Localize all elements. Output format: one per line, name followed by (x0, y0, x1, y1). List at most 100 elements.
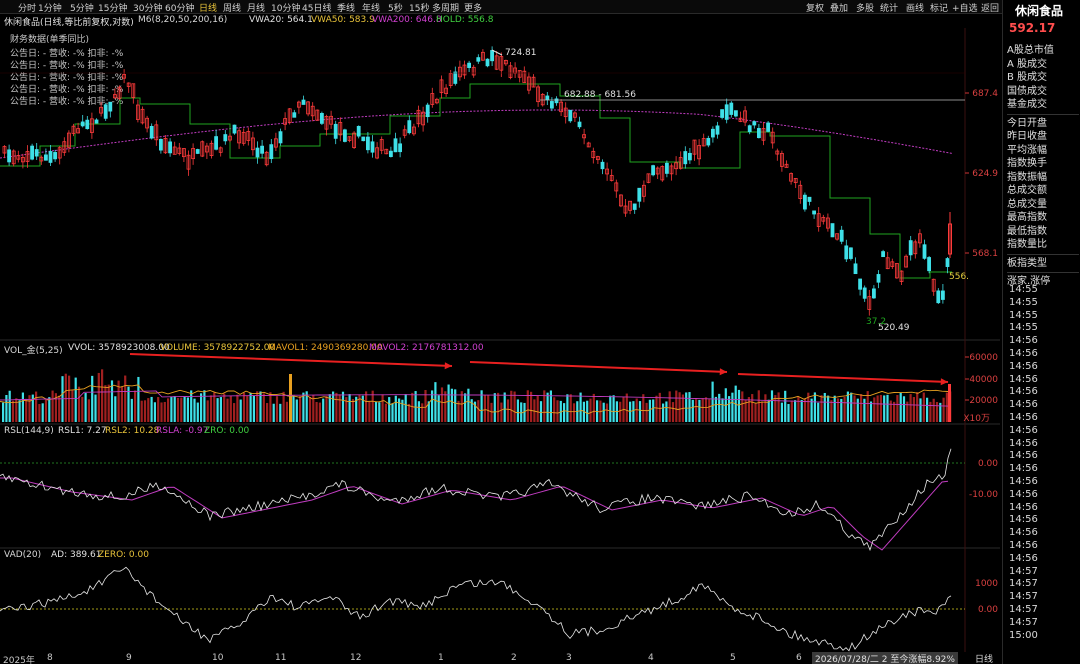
period-tab[interactable]: 45日线 (302, 4, 332, 14)
candle-body (724, 104, 729, 120)
stat-label[interactable]: 昨日收盘 (1007, 131, 1047, 142)
stat-label[interactable]: 总成交额 (1007, 185, 1047, 196)
rsl1-line (0, 448, 952, 552)
period-tab[interactable]: 月线 (247, 4, 266, 14)
rsl-name[interactable]: RSL(144,9) (4, 426, 54, 436)
candle-body (241, 131, 246, 144)
volume-bar (503, 392, 506, 422)
volume-bar (71, 389, 74, 422)
tick-time: 14:55 (1009, 309, 1038, 321)
candle-body (752, 121, 757, 126)
volume-bar (665, 401, 668, 422)
candle-body (480, 51, 485, 61)
period-tab[interactable]: 15分钟 (98, 4, 128, 14)
tick-time: 14:57 (1009, 565, 1038, 577)
candle-body (186, 154, 191, 170)
tick-time: 14:56 (1009, 450, 1038, 462)
tool-button[interactable]: 统计 (880, 4, 899, 14)
tool-button[interactable]: 标记 (930, 4, 949, 14)
candle-body (780, 153, 784, 167)
period-tab[interactable]: 30分钟 (133, 4, 163, 14)
volume-bar (648, 399, 651, 422)
candle-body (632, 203, 637, 210)
candle-body (775, 150, 780, 155)
vol-name[interactable]: VOL_金(5,25) (4, 346, 63, 356)
period-tab[interactable]: 分时 (18, 4, 37, 14)
stat-label[interactable]: A 股成交 (1007, 58, 1048, 70)
candle-body (347, 136, 352, 141)
stat-label[interactable]: 板指类型 (1007, 257, 1047, 269)
candle-body (908, 240, 913, 256)
stat-label[interactable]: 涨家.涨停 (1007, 276, 1051, 287)
volume-bar (48, 397, 51, 422)
axis-month: 1 (438, 653, 444, 663)
stat-label[interactable]: 平均涨幅 (1007, 144, 1047, 156)
stat-label[interactable]: 指数换手 (1007, 158, 1047, 169)
volume-bar (823, 392, 826, 422)
volume-bar (275, 396, 279, 422)
volume-bar (114, 396, 117, 422)
period-tab[interactable]: 更多 (464, 4, 483, 14)
candle-body (296, 101, 301, 108)
candle-body (623, 205, 628, 214)
period-tab[interactable]: 5分钟 (70, 4, 94, 14)
divider (1007, 272, 1079, 273)
tool-button[interactable]: 叠加 (830, 4, 849, 14)
period-tab[interactable]: 周线 (223, 4, 242, 14)
period-tab[interactable]: 60分钟 (165, 4, 195, 14)
volume-bar (774, 395, 777, 422)
tool-button[interactable]: +自选 (952, 4, 978, 14)
volume-bar (358, 394, 361, 422)
period-tab[interactable]: 1分钟 (38, 4, 62, 14)
trend-arrow (129, 353, 453, 367)
period-tab[interactable]: 5秒 (388, 4, 403, 14)
candle-body (609, 175, 614, 181)
info-indicator[interactable]: M6(8,20,50,200,16) (138, 15, 228, 25)
candle-body (669, 165, 674, 175)
period-tab[interactable]: 季线 (337, 4, 356, 14)
period-tab[interactable]: 日线 (199, 4, 218, 14)
volume-bar (404, 394, 407, 422)
vad-name[interactable]: VAD(20) (4, 550, 42, 560)
stat-label[interactable]: 指数量比 (1007, 239, 1047, 250)
period-tab[interactable]: 10分钟 (271, 4, 301, 14)
stat-label[interactable]: 今日开盘 (1007, 117, 1047, 129)
volume-bar (586, 400, 589, 422)
volume-bar (308, 397, 312, 422)
volume-bar (134, 390, 137, 422)
stat-label[interactable]: 国债成交 (1007, 85, 1047, 97)
tool-button[interactable]: 返回 (981, 4, 1000, 14)
stat-label[interactable]: 最高指数 (1007, 212, 1047, 223)
volume-bar (460, 391, 463, 422)
volume-bar (421, 403, 424, 422)
candle-body (720, 109, 724, 118)
volume-bar (744, 399, 747, 422)
volume-bar (546, 392, 549, 422)
tool-button[interactable]: 多股 (856, 4, 875, 14)
volume-bar (658, 392, 661, 422)
stat-label[interactable]: B 股成交 (1007, 72, 1048, 83)
candle-body (283, 118, 288, 125)
period-tab[interactable]: 多周期 (432, 4, 460, 14)
volume-bar (31, 394, 34, 422)
volume-bar (932, 398, 935, 422)
period-label: 日线 (975, 655, 994, 664)
candle-body (90, 118, 94, 133)
candle-body (324, 115, 329, 130)
stat-label[interactable]: A股总市值 (1007, 45, 1054, 56)
candle-body (204, 145, 209, 153)
stat-label[interactable]: 指数振幅 (1007, 171, 1047, 183)
volume-bar (246, 395, 249, 422)
stat-label[interactable]: 基金成交 (1007, 99, 1047, 110)
stat-label[interactable]: 最低指数 (1007, 225, 1047, 237)
stat-label[interactable]: 总成交量 (1007, 198, 1047, 210)
tool-button[interactable]: 画线 (906, 4, 925, 14)
volume-bar (721, 398, 724, 422)
volume-bar (25, 398, 28, 422)
candle-body (839, 229, 844, 242)
period-tab[interactable]: 年线 (362, 4, 381, 14)
period-tab[interactable]: 15秒 (409, 4, 430, 14)
candle-body (448, 73, 453, 86)
tool-button[interactable]: 复权 (806, 4, 825, 14)
